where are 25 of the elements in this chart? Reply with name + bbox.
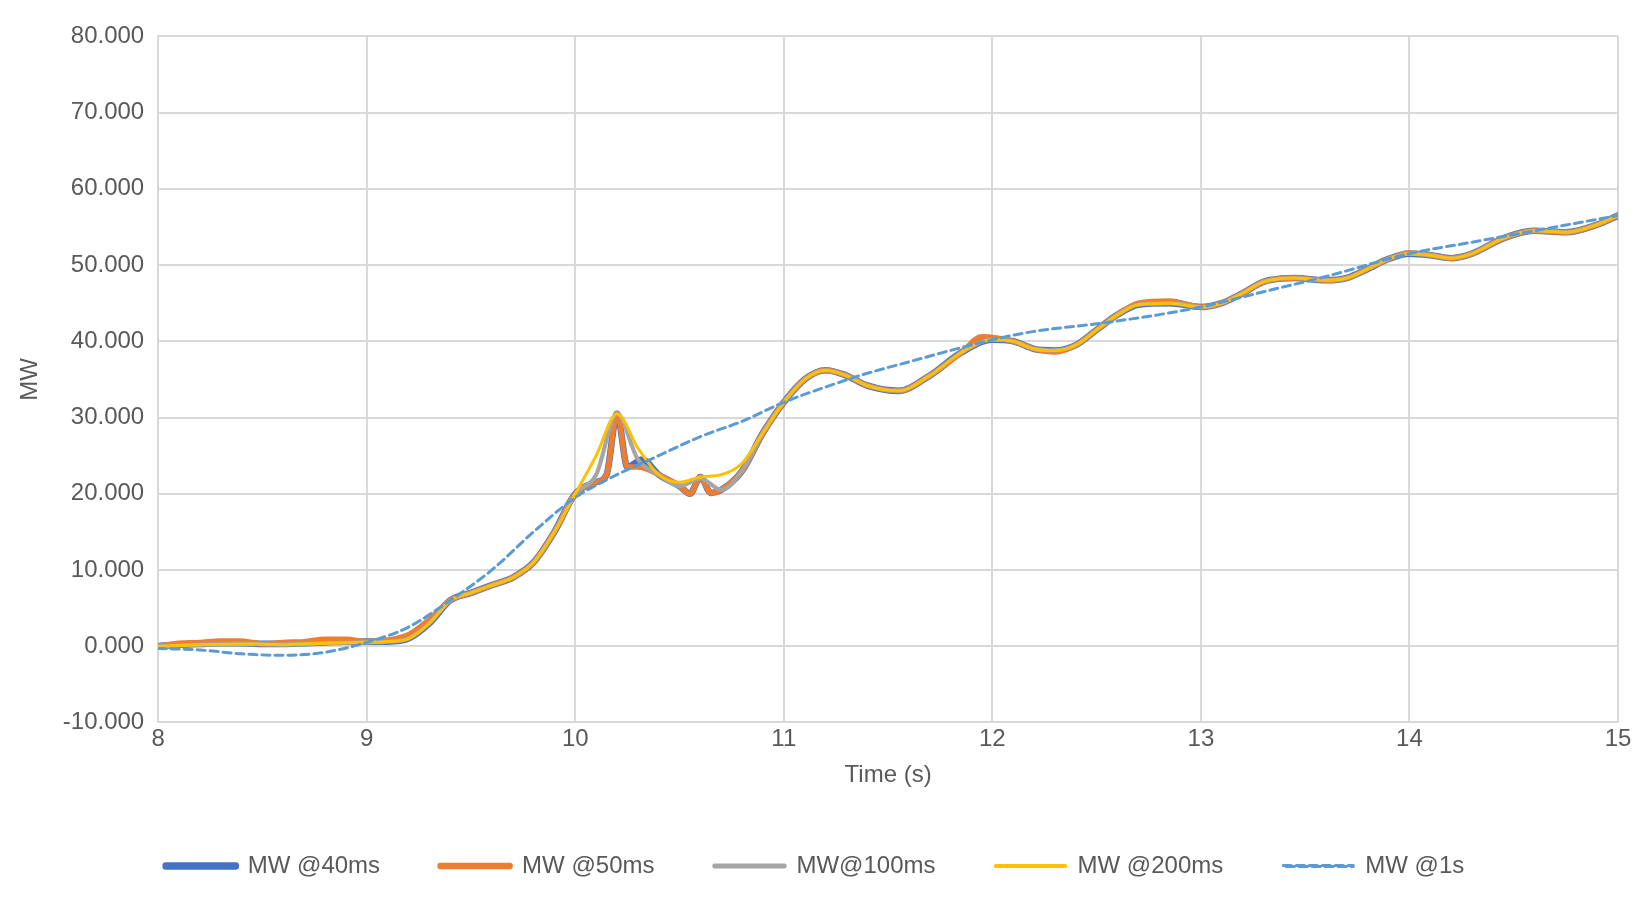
y-tick-label: 60.000 (70, 173, 145, 201)
x-axis-title: Time (s) (844, 760, 932, 788)
legend-label: MW @200ms (1077, 850, 1224, 878)
y-tick-label: 20.000 (70, 478, 145, 506)
legend-label: MW @1s (1365, 850, 1465, 878)
y-tick-label: 50.000 (70, 249, 145, 277)
y-tick-label: 80.000 (70, 21, 145, 49)
y-tick-label: 10.000 (70, 554, 145, 582)
x-tick-label: 9 (360, 724, 374, 752)
y-tick-label: 30.000 (70, 402, 145, 430)
legend-label: MW @50ms (522, 850, 655, 878)
x-tick-label: 12 (979, 724, 1006, 752)
x-tick-label: 13 (1187, 724, 1215, 752)
x-tick-label: 14 (1396, 724, 1423, 752)
x-tick-label: 8 (151, 724, 165, 752)
x-tick-label: 15 (1604, 724, 1632, 752)
x-tick-label: 10 (561, 724, 589, 752)
legend-label: MW @40ms (247, 850, 381, 878)
legend-label: MW@100ms (796, 850, 936, 878)
x-tick-label: 11 (771, 724, 797, 752)
y-tick-label: 0.000 (84, 630, 145, 658)
y-tick-label: 40.000 (70, 325, 145, 353)
y-axis-title: MW (15, 357, 43, 401)
y-tick-label: -10.000 (62, 707, 145, 735)
y-tick-label: 70.000 (70, 97, 145, 125)
